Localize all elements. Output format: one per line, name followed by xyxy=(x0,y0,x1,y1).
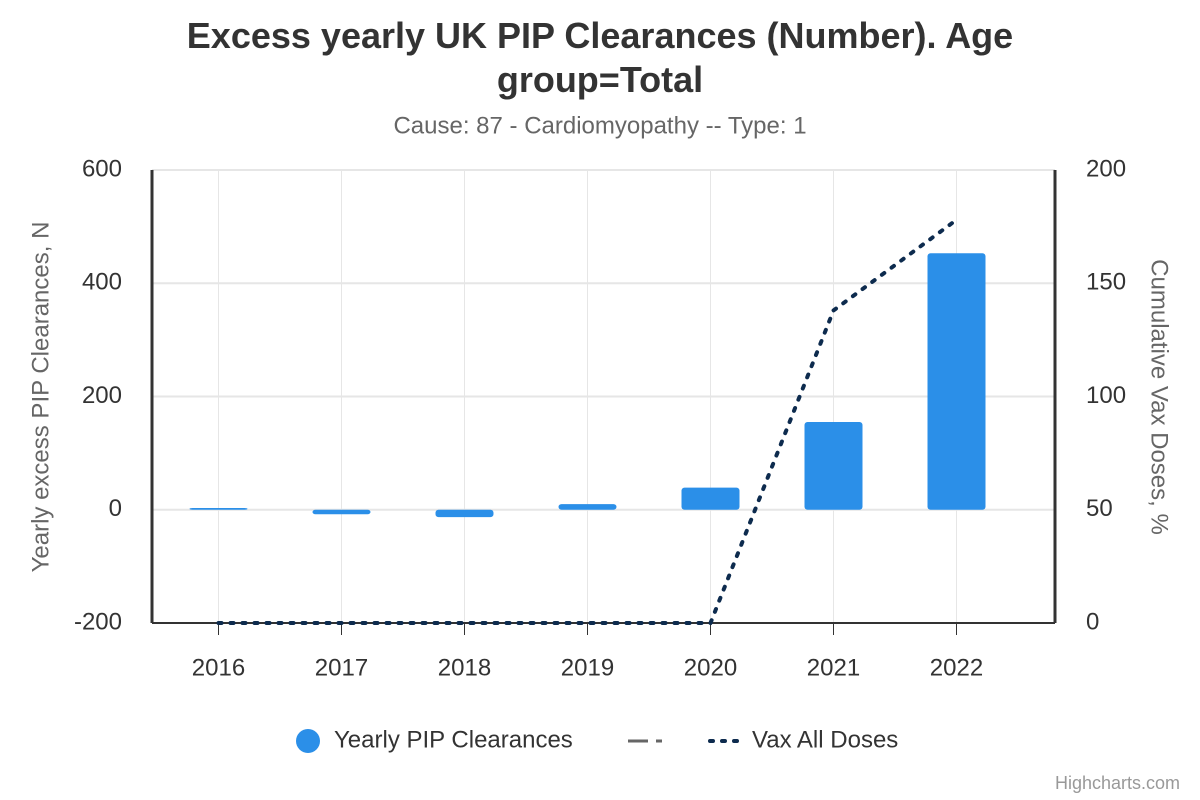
x-tick-label: 2018 xyxy=(438,654,491,681)
y2-axis-title: Cumulative Vax Doses, % xyxy=(1146,259,1173,535)
y-axis-title: Yearly excess PIP Clearances, N xyxy=(27,222,54,573)
x-tick-label: 2017 xyxy=(315,654,368,681)
y2-tick-label: 0 xyxy=(1086,608,1099,635)
y2-tick-label: 150 xyxy=(1086,269,1126,296)
bar xyxy=(558,504,617,510)
chart-subtitle: Cause: 87 - Cardiomyopathy -- Type: 1 xyxy=(393,112,806,139)
y-tick-label: -200 xyxy=(74,608,122,635)
x-tick-label: 2020 xyxy=(684,654,737,681)
bar xyxy=(435,509,494,518)
y-tick-label: 0 xyxy=(109,495,122,522)
legend-label: Yearly PIP Clearances xyxy=(334,726,573,753)
legend-symbol xyxy=(296,729,320,753)
y2-tick-label: 100 xyxy=(1086,382,1126,409)
y-tick-label: 600 xyxy=(82,155,122,182)
x-tick-label: 2019 xyxy=(561,654,614,681)
bar xyxy=(189,508,248,510)
x-tick-label: 2022 xyxy=(930,654,983,681)
credits: Highcharts.com xyxy=(1055,773,1180,793)
y-tick-label: 200 xyxy=(82,382,122,409)
bar xyxy=(804,421,863,510)
y2-tick-label: 200 xyxy=(1086,155,1126,182)
legend-label: Vax All Doses xyxy=(752,726,898,753)
y2-tick-label: 50 xyxy=(1086,495,1113,522)
bar xyxy=(312,509,371,515)
x-tick-label: 2016 xyxy=(192,654,245,681)
bar xyxy=(681,487,740,510)
bar xyxy=(927,253,986,510)
x-tick-label: 2021 xyxy=(807,654,860,681)
chart-title: Excess yearly UK PIP Clearances (Number)… xyxy=(187,15,1013,100)
y-tick-label: 400 xyxy=(82,269,122,296)
line xyxy=(216,217,959,625)
